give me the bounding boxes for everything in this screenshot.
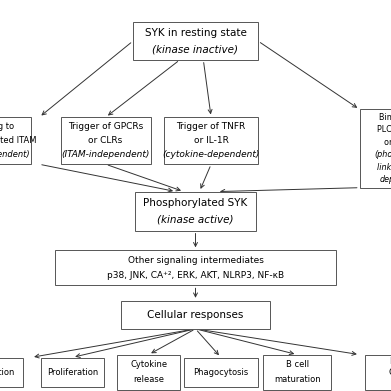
Bar [365, 355, 391, 390]
Text: (ITAM-dependent): (ITAM-dependent) [0, 151, 29, 160]
Text: (cytokine-dependent): (cytokine-dependent) [162, 151, 260, 160]
Text: B cell: B cell [285, 360, 309, 369]
Text: or CLRs: or CLRs [88, 136, 123, 145]
Text: maturation: maturation [274, 375, 321, 384]
Text: release: release [133, 375, 164, 384]
Bar [117, 355, 180, 390]
Bar [133, 22, 258, 59]
Text: (ITAM-independent): (ITAM-independent) [61, 151, 150, 160]
Text: PLCγ, PI3K,: PLCγ, PI3K, [377, 126, 391, 135]
Text: (phosphory-: (phosphory- [375, 150, 391, 159]
Text: (kinase inactive): (kinase inactive) [152, 44, 239, 54]
Text: or SLP6: or SLP6 [384, 138, 391, 147]
Bar [0, 357, 23, 387]
Text: SYK in resting state: SYK in resting state [145, 28, 246, 38]
Text: Proliferation: Proliferation [47, 368, 98, 377]
Text: Phagocytosis: Phagocytosis [193, 368, 249, 377]
Text: Decr: Decr [389, 357, 391, 366]
Text: Binding to: Binding to [0, 122, 14, 131]
Bar [61, 117, 151, 164]
Text: depende-: depende- [380, 175, 391, 184]
Text: or IL-1R: or IL-1R [194, 136, 229, 145]
Bar [135, 192, 256, 231]
Text: (kinase active): (kinase active) [157, 215, 234, 225]
Text: p38, JNK, CA⁺², ERK, AKT, NLRP3, NF-κB: p38, JNK, CA⁺², ERK, AKT, NLRP3, NF-κB [107, 271, 284, 280]
Text: Binding of: Binding of [378, 113, 391, 122]
Text: Trigger of GPCRs: Trigger of GPCRs [68, 122, 143, 131]
Text: Phosphorylated SYK: Phosphorylated SYK [143, 197, 248, 208]
Bar [0, 117, 31, 164]
Text: linker tyrc-: linker tyrc- [377, 163, 391, 172]
Text: production: production [0, 368, 15, 377]
Text: Cellular responses: Cellular responses [147, 310, 244, 320]
Bar [55, 250, 336, 285]
Text: Other signaling intermediates: Other signaling intermediates [127, 256, 264, 265]
Text: phosphorylated ITAM: phosphorylated ITAM [0, 136, 36, 145]
Bar [360, 109, 391, 188]
Bar [164, 117, 258, 164]
Text: Trigger of TNFR: Trigger of TNFR [176, 122, 246, 131]
Bar [184, 357, 258, 387]
Bar [263, 355, 331, 390]
Text: Cytokine: Cytokine [130, 360, 167, 369]
Bar [121, 301, 270, 329]
Text: CFTR: CFTR [388, 368, 391, 377]
Bar [41, 357, 104, 387]
